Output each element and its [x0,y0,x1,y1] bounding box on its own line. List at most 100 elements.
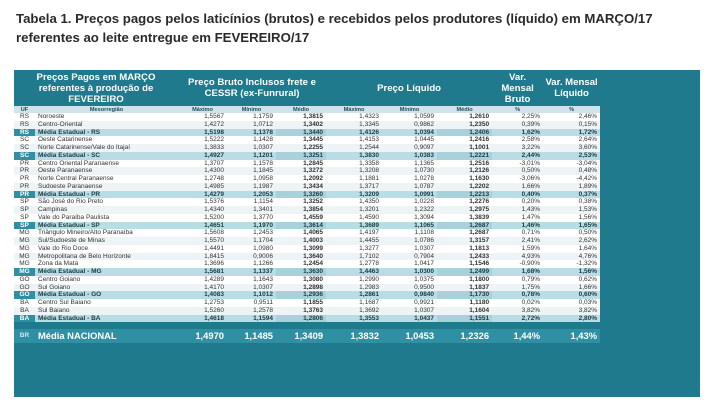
cell-vb: 4,93% [492,252,544,261]
cell-l-max: 1,3345 [326,120,383,129]
table-row: SC Oeste Catarinense 1,5222 1,1428 1,3445 1,4… [14,136,701,144]
price-table-container: Preços Pagos em MARÇO referentes à produ… [14,70,701,397]
cell-b-min: 1,1337 [227,268,277,276]
cell-l-min: 1,0730 [382,167,438,175]
cell-b-max: 1,5222 [178,136,228,144]
table-row: MG Vale do Rio Doce 1,4491 1,0980 1,3099 1,32… [14,244,701,253]
cell-uf: RS [14,128,35,137]
cell-l-avg: 1,2202 [437,182,493,191]
cell-l-max: 1,4455 [326,237,383,245]
cell-l-avg: 1,1813 [437,244,493,253]
cell-l-avg: 1,3157 [437,237,493,245]
cell-b-avg: 1,3854 [276,206,327,214]
cell-l-min: 1,3094 [382,213,438,222]
state-average-row: PR Média Estadual - PR 1,4279 1,2053 1,3260 1… [14,190,701,199]
row-padding [600,175,701,183]
cell-l-avg: 1,1730 [437,291,493,299]
cell-l-avg: 1,2610 [437,113,493,121]
cell-uf: SP [14,198,35,206]
cell-vb: 1,43% [492,206,544,214]
row-padding [600,237,701,245]
cell-l-max: 1,2778 [326,260,383,268]
table-row: GO Sul Goiano 1,4170 1,0307 1,2898 1,2983 0,95… [14,283,701,292]
cell-b-avg: 1,3630 [276,268,327,276]
cell-l-max: 1,4323 [326,113,383,121]
cell-uf: SC [14,144,35,152]
cell-vb: 1,68% [492,268,544,276]
cell-vb: 3,22% [492,144,544,152]
cell-vl: -1,32% [543,260,601,268]
cell-l-max: 1,3553 [326,314,383,323]
table-body: RS Noroeste 1,5567 1,1759 1,3815 1,4323 1,0599… [14,113,701,344]
cell-uf: GO [14,283,35,292]
cell-l-max: 1,3201 [326,206,383,214]
cell-b-min: 1,3770 [227,213,277,222]
cell-vl: 0,48% [543,167,601,175]
cell-b-max: 1,4300 [178,167,228,175]
table-row: RS Centro-Oriental 1,4272 1,0712 1,3402 1,334… [14,120,701,129]
table-row: BA Sul Baiano 1,5260 1,2578 1,3763 1,3692 1,03… [14,306,701,315]
cell-region: Triângulo Mineiro/Alto Paranaíba [35,229,179,237]
cell-b-max: 1,3707 [178,159,228,168]
cell-b-max: 1,3833 [178,144,228,152]
cell-l-max: 1,2544 [326,144,383,152]
cell-b-min: 1,2453 [227,229,277,237]
cell-b-max: 1,4651 [178,221,228,230]
cell-b-min: 0,9006 [227,252,277,261]
cell-region: Vale do Rio Doce [35,244,179,253]
table-row: MG Metropolitana de Belo Horizonte 1,8415 0… [14,252,701,261]
cell-region: Média Estadual - SP [35,221,179,230]
cell-b-min: 1,1759 [227,113,277,121]
subheader-row: UF Mesorregião Máximo Mínimo Médio Máxim… [14,106,701,113]
cell-l-avg: 1,1837 [437,283,493,292]
cell-uf: MG [14,237,35,245]
cell-uf: PR [14,159,35,168]
cell-uf: GO [14,275,35,284]
cell-region: Campinas [35,206,179,214]
table-row: PR Norte Central Paranaense 1,2748 1,0958 1,… [14,175,701,183]
cell-region: Centro-Oriental [35,120,179,129]
cell-vb: 3,82% [492,306,544,315]
cell-l-min: 1,0787 [382,182,438,191]
cell-b-avg: 1,3815 [276,113,327,121]
row-padding [600,182,701,191]
row-padding [600,306,701,315]
cell-b-min: 1,1845 [227,167,277,175]
cell-vb: 0,20% [492,198,544,206]
cell-l-min: 1,0278 [382,175,438,183]
cell-region: Norte Central Paranaense [35,175,179,183]
row-padding [600,206,701,214]
cell-l-max: 1,2861 [326,291,383,299]
row-padding [600,221,701,230]
cell-l-min: 1,0599 [382,113,438,121]
row-padding [600,190,701,199]
cell-uf: MG [14,244,35,253]
row-padding [600,275,701,284]
cell-l-max: 1,3209 [326,190,383,199]
cell-l-min: 0,9921 [382,299,438,307]
cell-b-min: 1,0307 [227,144,277,152]
cell-l-avg: 1,2975 [437,206,493,214]
table-row: MG Sul/Sudoeste de Minas 1,5570 1,1704 1,400… [14,237,701,245]
cell-b-max: 1,4083 [178,291,228,299]
cell-l-avg: 1,2516 [437,159,493,168]
cell-uf: PR [14,182,35,191]
cell-l-max: 1,2983 [326,283,383,292]
cell-b-max: 1,4170 [178,283,228,292]
cell-b-max: 1,4491 [178,244,228,253]
cell-uf: MG [14,229,35,237]
table-row: BA Centro Sul Baiano 1,2753 0,9511 1,1855 1,1… [14,299,701,307]
cell-l-max: 1,3717 [326,182,383,191]
cell-region: Oeste Catarinense [35,136,179,144]
row-padding [600,252,701,261]
cell-b-avg: 1,4003 [276,237,327,245]
cell-vb: 1,66% [492,182,544,191]
cell-l-avg: 1,1630 [437,175,493,183]
table-row: RS Noroeste 1,5567 1,1759 1,3815 1,4323 1,0599… [14,113,701,121]
row-padding [600,291,701,299]
cell-b-min: 1,1704 [227,237,277,245]
cell-vb: 0,40% [492,190,544,199]
subheader-region: Mesorregião [35,106,179,113]
cell-b-max: 1,5681 [178,268,228,276]
cell-b-avg: 1,3445 [276,136,327,144]
